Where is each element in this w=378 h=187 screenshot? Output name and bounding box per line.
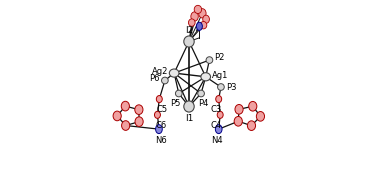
Text: N6: N6 (155, 136, 167, 145)
Ellipse shape (249, 101, 257, 111)
Ellipse shape (216, 96, 222, 103)
Text: P5: P5 (170, 99, 181, 108)
Text: C4: C4 (211, 121, 222, 130)
Text: C3: C3 (210, 105, 222, 114)
Ellipse shape (184, 36, 194, 47)
Ellipse shape (206, 57, 213, 63)
Ellipse shape (155, 111, 160, 118)
Ellipse shape (218, 84, 224, 90)
Ellipse shape (256, 111, 265, 121)
Text: Ag2: Ag2 (152, 67, 168, 76)
Ellipse shape (247, 121, 256, 131)
Ellipse shape (194, 5, 201, 13)
Text: I1: I1 (185, 114, 193, 123)
Ellipse shape (200, 22, 207, 29)
Ellipse shape (197, 22, 202, 30)
Ellipse shape (235, 105, 243, 114)
Ellipse shape (198, 90, 204, 97)
Text: P2: P2 (214, 53, 225, 62)
Text: Ag1: Ag1 (212, 71, 229, 80)
Ellipse shape (113, 111, 121, 121)
Ellipse shape (169, 69, 179, 77)
Ellipse shape (201, 73, 211, 81)
Text: P3: P3 (226, 82, 237, 91)
Ellipse shape (156, 125, 162, 134)
Text: C5: C5 (156, 105, 168, 114)
Text: P6: P6 (149, 74, 159, 83)
Text: C6: C6 (155, 121, 167, 130)
Text: P4: P4 (198, 99, 209, 108)
Ellipse shape (191, 12, 198, 21)
Ellipse shape (189, 19, 195, 26)
Ellipse shape (175, 90, 182, 97)
Ellipse shape (215, 125, 222, 134)
Ellipse shape (161, 77, 168, 84)
Ellipse shape (121, 101, 129, 111)
Ellipse shape (135, 105, 143, 114)
Ellipse shape (203, 15, 209, 23)
Ellipse shape (199, 9, 206, 18)
Ellipse shape (217, 111, 223, 118)
Ellipse shape (184, 101, 194, 112)
Text: N4: N4 (211, 136, 223, 145)
Text: I2: I2 (185, 26, 193, 35)
Ellipse shape (156, 96, 162, 103)
Ellipse shape (234, 117, 242, 126)
Ellipse shape (122, 121, 130, 130)
Ellipse shape (135, 117, 143, 126)
